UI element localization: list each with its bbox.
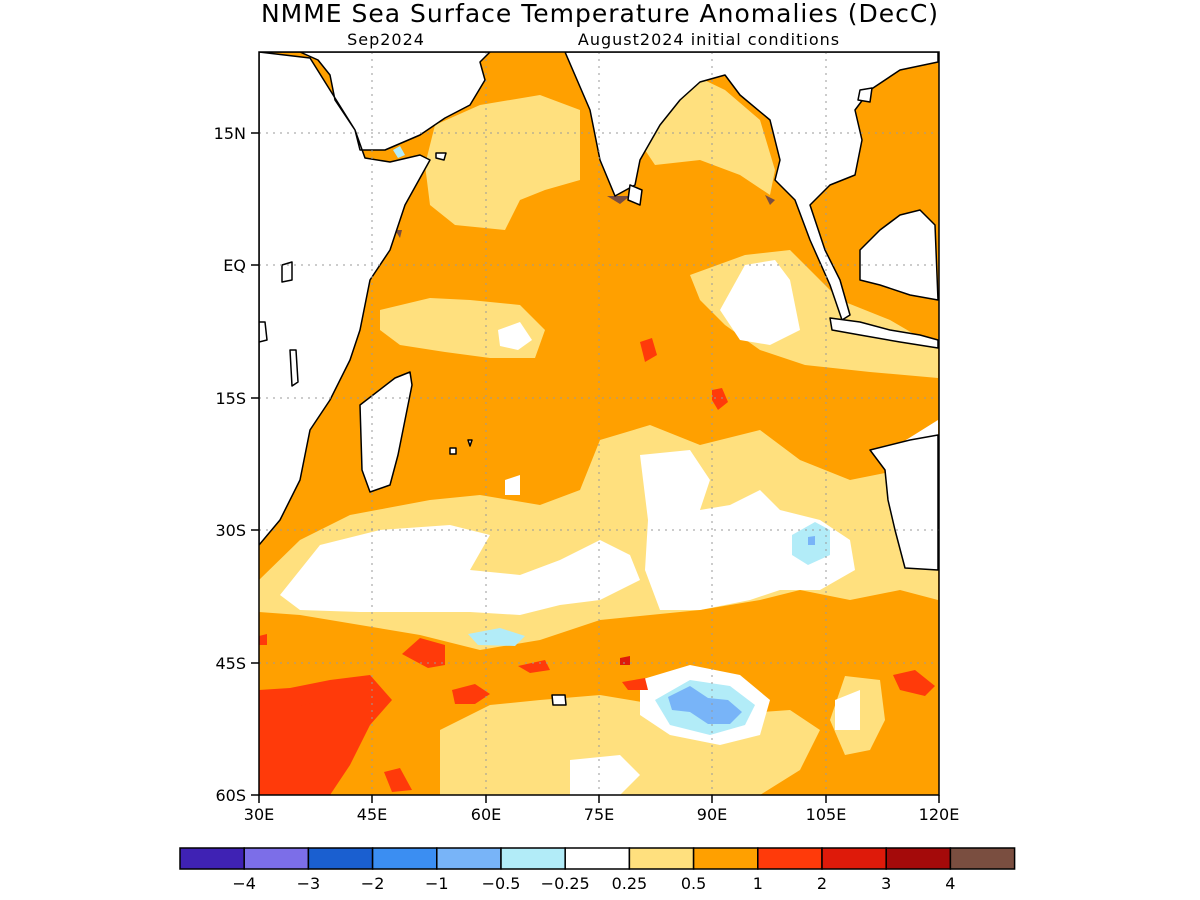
colorbar-label: −4 (232, 874, 256, 893)
colorbar-swatch (371, 847, 438, 870)
sst-anomaly-field (259, 52, 939, 795)
colorbar-swatch (179, 847, 245, 870)
anomaly-region-minus-0.5 (668, 536, 815, 724)
x-axis (258, 795, 940, 803)
colorbar-label: −2 (361, 874, 385, 893)
map-title: NMME Sea Surface Temperature Anomalies (… (261, 0, 939, 28)
colorbar-label: 3 (881, 874, 891, 893)
colorbar-label: −1 (425, 874, 449, 893)
forecast-month-label: Sep2024 (347, 30, 425, 49)
x-tick-label: 75E (584, 805, 614, 824)
x-tick-label: 90E (697, 805, 727, 824)
colorbar-label: 1 (753, 874, 763, 893)
colorbar-swatch (307, 847, 374, 870)
colorbar-legend: −4 −3 −2 −1 −0.5 −0.25 0.25 0.5 1 2 3 4 (179, 847, 1016, 893)
colorbar-swatch (692, 847, 759, 870)
colorbar-swatch (500, 847, 566, 870)
colorbar-label: −3 (297, 874, 321, 893)
x-tick-label: 120E (919, 805, 960, 824)
colorbar-swatch (885, 847, 952, 870)
x-tick-label: 105E (806, 805, 847, 824)
y-tick-label: 45S (215, 654, 246, 673)
gridlines (259, 52, 939, 795)
colorbar-label: −0.5 (482, 874, 521, 893)
anomaly-region-1-2 (259, 338, 935, 795)
colorbar-swatch (821, 847, 887, 870)
colorbar-swatch (564, 847, 631, 870)
y-tick-label: 15S (215, 389, 246, 408)
x-tick-label: 60E (471, 805, 501, 824)
anomaly-region-2-3 (620, 656, 630, 665)
land-areas (259, 52, 939, 706)
colorbar-label: −0.25 (541, 874, 590, 893)
colorbar-label: 2 (817, 874, 827, 893)
initial-conditions-label: August2024 initial conditions (578, 30, 840, 49)
y-axis (251, 132, 259, 796)
colorbar-label: 0.5 (681, 874, 706, 893)
colorbar-label: 0.25 (612, 874, 648, 893)
colorbar-swatch (243, 847, 310, 870)
colorbar-swatch (436, 847, 502, 870)
colorbar-swatch (628, 847, 695, 870)
x-tick-label: 30E (244, 805, 274, 824)
y-tick-label: EQ (223, 256, 246, 275)
y-tick-label: 30S (215, 521, 246, 540)
colorbar-label: 4 (945, 874, 955, 893)
x-tick-label: 45E (357, 805, 387, 824)
y-tick-label: 60S (215, 786, 246, 805)
colorbar-swatch (949, 847, 1016, 870)
colorbar-swatch (757, 847, 823, 870)
y-tick-label: 15N (214, 124, 246, 143)
